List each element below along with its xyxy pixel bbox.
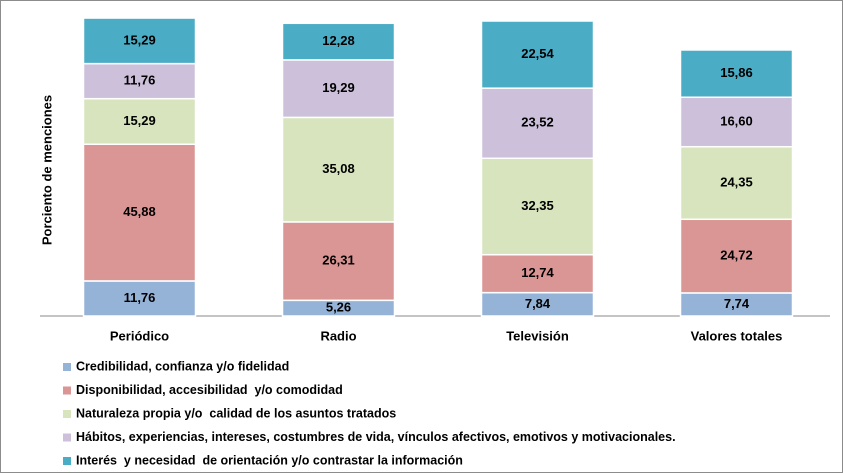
data-label: 35,08 [322, 161, 355, 176]
legend-label: Interés y necesidad de orientación y/o c… [76, 453, 463, 467]
data-label: 11,76 [124, 290, 156, 305]
bar-segment [480, 253, 595, 294]
data-label: 23,52 [521, 115, 554, 130]
data-label: 15,86 [720, 65, 753, 80]
legend-swatch [63, 410, 71, 418]
bar-segment [82, 97, 197, 145]
legend-swatch [63, 457, 71, 465]
bar-segment [82, 280, 197, 317]
data-label: 15,29 [123, 113, 156, 128]
bar-segment [281, 22, 396, 61]
legend-label: Naturaleza propia y/o calidad de los asu… [76, 406, 396, 420]
x-tick-label: Valores totales [691, 328, 783, 343]
data-label: 22,54 [521, 46, 554, 61]
legend-swatch [63, 433, 71, 442]
bar-segment [281, 116, 396, 223]
data-label: 32,35 [521, 198, 554, 213]
bar-segment [82, 62, 197, 100]
bar-segment [679, 145, 794, 221]
x-tick-label: Televisión [506, 328, 569, 343]
data-label: 5,26 [326, 300, 351, 315]
y-axis-label: Porciento de menciones [39, 95, 54, 245]
bar-segment [82, 17, 197, 65]
x-tick-label: Periódico [110, 328, 169, 343]
bar-segment [679, 96, 794, 148]
bar-segment [281, 221, 396, 302]
legend-label: Hábitos, experiencias, intereses, costum… [76, 430, 676, 444]
bar-segment [480, 87, 595, 160]
bar-segment [480, 20, 595, 89]
data-label: 26,31 [322, 253, 355, 268]
data-label: 19,29 [322, 80, 355, 95]
data-label: 7,74 [724, 296, 750, 311]
data-label: 12,28 [322, 33, 355, 48]
data-label: 12,74 [521, 265, 554, 280]
data-label: 24,35 [720, 174, 753, 189]
legend-label: Disponibilidad, accesibilidad y/o comodi… [76, 383, 343, 397]
data-label: 45,88 [123, 204, 156, 219]
x-tick-label: Radio [320, 328, 356, 343]
data-label: 16,60 [720, 113, 753, 128]
data-label: 11,76 [124, 73, 156, 88]
legend-swatch [63, 363, 71, 371]
legend-label: Credibilidad, confianza y/o fidelidad [76, 359, 289, 373]
bar-segment [480, 157, 595, 256]
data-label: 15,29 [123, 32, 156, 47]
bar-segment [679, 49, 794, 98]
bar-segment [281, 59, 396, 119]
legend-swatch [63, 386, 71, 395]
data-label: 24,72 [720, 248, 753, 263]
data-label: 7,84 [525, 296, 551, 311]
